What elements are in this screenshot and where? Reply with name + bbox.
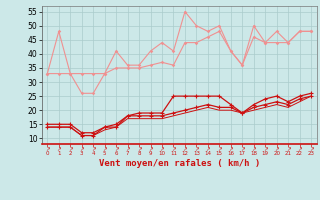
X-axis label: Vent moyen/en rafales ( km/h ): Vent moyen/en rafales ( km/h ) <box>99 159 260 168</box>
